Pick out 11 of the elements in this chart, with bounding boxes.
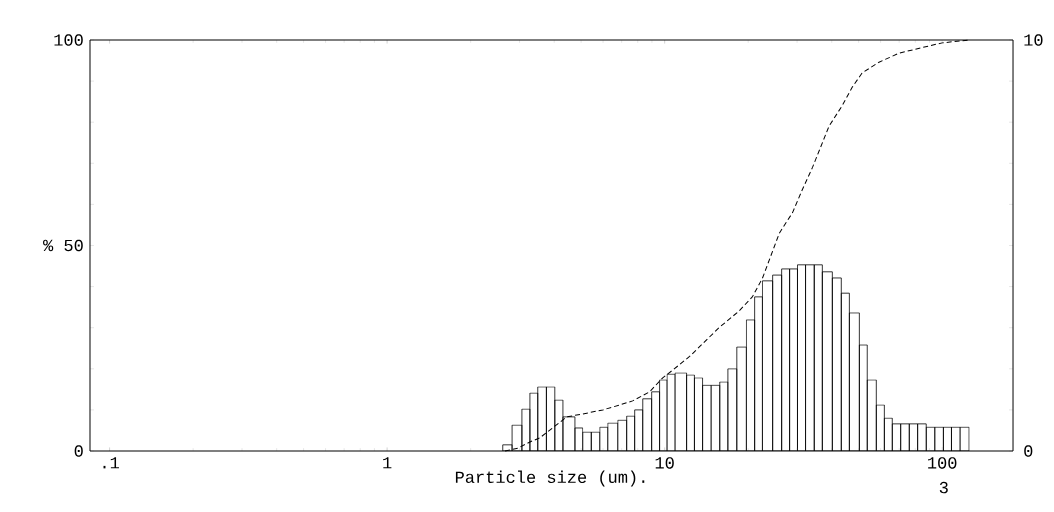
y-tick-label: 0 <box>74 445 83 457</box>
x-tick-label: 10 <box>655 457 674 469</box>
y2-tick-label: 10 <box>1024 34 1043 46</box>
x-tick-label: 100 <box>928 457 957 469</box>
y-tick-label: 100 <box>54 34 83 46</box>
x-tick-label: 1 <box>383 457 392 469</box>
x-tick-label: .1 <box>103 457 119 469</box>
y2-tick-label: 0 <box>1024 445 1033 457</box>
x-axis-title: Particle size (um). <box>455 470 645 487</box>
y-tick-label: % 50 <box>43 239 83 252</box>
text: 3 <box>939 481 948 494</box>
